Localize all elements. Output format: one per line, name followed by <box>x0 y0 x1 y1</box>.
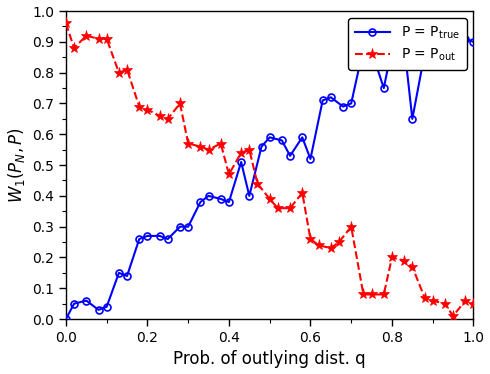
P = P$_{\mathregular{true}}$ <box>389 46 395 50</box>
P = P$_{\mathregular{true}}$ <box>177 224 183 229</box>
P = P$_{\mathregular{out}}$ <box>381 292 387 297</box>
P = P$_{\mathregular{true}}$ <box>104 304 110 309</box>
P = P$_{\mathregular{true}}$ <box>401 43 407 47</box>
P = P$_{\mathregular{true}}$ <box>63 317 69 321</box>
P = P$_{\mathregular{true}}$ <box>238 160 244 164</box>
P = P$_{\mathregular{true}}$ <box>96 307 101 312</box>
P = P$_{\mathregular{true}}$ <box>267 135 272 140</box>
P = P$_{\mathregular{true}}$ <box>299 135 305 140</box>
P = P$_{\mathregular{out}}$ <box>409 264 415 269</box>
P = P$_{\mathregular{out}}$ <box>463 298 468 303</box>
P = P$_{\mathregular{out}}$ <box>145 107 150 112</box>
P = P$_{\mathregular{out}}$ <box>389 255 395 260</box>
P = P$_{\mathregular{out}}$ <box>254 181 260 186</box>
P = P$_{\mathregular{out}}$ <box>218 141 224 146</box>
P = P$_{\mathregular{true}}$ <box>83 298 89 303</box>
P = P$_{\mathregular{out}}$ <box>177 101 183 106</box>
P = P$_{\mathregular{true}}$ <box>116 271 122 275</box>
Line: P = P$_{\mathregular{out}}$: P = P$_{\mathregular{out}}$ <box>60 18 479 322</box>
P = P$_{\mathregular{out}}$ <box>287 206 293 211</box>
P = P$_{\mathregular{out}}$ <box>299 190 305 195</box>
P = P$_{\mathregular{true}}$ <box>381 86 387 90</box>
P = P$_{\mathregular{true}}$ <box>463 37 468 41</box>
P = P$_{\mathregular{out}}$ <box>275 206 281 211</box>
P = P$_{\mathregular{true}}$ <box>308 157 314 161</box>
P = P$_{\mathregular{true}}$ <box>450 43 456 47</box>
P = P$_{\mathregular{out}}$ <box>197 144 203 149</box>
P = P$_{\mathregular{true}}$ <box>368 49 374 53</box>
P = P$_{\mathregular{true}}$ <box>197 200 203 204</box>
P = P$_{\mathregular{out}}$ <box>124 67 130 72</box>
P = P$_{\mathregular{true}}$ <box>124 274 130 278</box>
P = P$_{\mathregular{true}}$ <box>442 30 448 35</box>
P = P$_{\mathregular{out}}$ <box>238 150 244 155</box>
P = P$_{\mathregular{out}}$ <box>104 37 110 41</box>
P = P$_{\mathregular{true}}$ <box>226 200 232 204</box>
P = P$_{\mathregular{out}}$ <box>361 292 367 297</box>
P = P$_{\mathregular{out}}$ <box>63 21 69 26</box>
P = P$_{\mathregular{out}}$ <box>185 141 191 146</box>
P = P$_{\mathregular{true}}$ <box>328 95 334 99</box>
Line: P = P$_{\mathregular{true}}$: P = P$_{\mathregular{true}}$ <box>62 29 477 322</box>
X-axis label: Prob. of outlying dist. q: Prob. of outlying dist. q <box>173 350 366 368</box>
P = P$_{\mathregular{out}}$ <box>470 301 476 306</box>
P = P$_{\mathregular{true}}$ <box>340 104 346 109</box>
P = P$_{\mathregular{out}}$ <box>450 314 456 318</box>
P = P$_{\mathregular{true}}$ <box>157 234 163 238</box>
P = P$_{\mathregular{true}}$ <box>421 52 427 56</box>
P = P$_{\mathregular{true}}$ <box>165 237 171 241</box>
P = P$_{\mathregular{true}}$ <box>259 144 265 149</box>
P = P$_{\mathregular{true}}$ <box>287 154 293 158</box>
P = P$_{\mathregular{true}}$ <box>361 46 367 50</box>
P = P$_{\mathregular{true}}$ <box>470 40 476 44</box>
P = P$_{\mathregular{out}}$ <box>348 224 354 229</box>
P = P$_{\mathregular{out}}$ <box>206 147 212 152</box>
P = P$_{\mathregular{out}}$ <box>96 37 101 41</box>
P = P$_{\mathregular{out}}$ <box>430 298 436 303</box>
P = P$_{\mathregular{true}}$ <box>409 117 415 121</box>
P = P$_{\mathregular{out}}$ <box>165 117 171 121</box>
P = P$_{\mathregular{out}}$ <box>136 104 142 109</box>
P = P$_{\mathregular{out}}$ <box>328 246 334 251</box>
P = P$_{\mathregular{true}}$ <box>218 197 224 201</box>
P = P$_{\mathregular{true}}$ <box>136 237 142 241</box>
P = P$_{\mathregular{out}}$ <box>316 243 321 247</box>
P = P$_{\mathregular{true}}$ <box>430 33 436 38</box>
P = P$_{\mathregular{out}}$ <box>401 258 407 263</box>
P = P$_{\mathregular{out}}$ <box>226 172 232 177</box>
P = P$_{\mathregular{out}}$ <box>368 292 374 297</box>
P = P$_{\mathregular{out}}$ <box>421 295 427 300</box>
P = P$_{\mathregular{true}}$ <box>348 101 354 106</box>
P = P$_{\mathregular{out}}$ <box>308 237 314 241</box>
P = P$_{\mathregular{out}}$ <box>157 114 163 118</box>
P = P$_{\mathregular{true}}$ <box>319 98 325 102</box>
P = P$_{\mathregular{true}}$ <box>185 224 191 229</box>
P = P$_{\mathregular{true}}$ <box>246 194 252 198</box>
P = P$_{\mathregular{true}}$ <box>71 301 77 306</box>
P = P$_{\mathregular{out}}$ <box>246 147 252 152</box>
P = P$_{\mathregular{true}}$ <box>206 194 212 198</box>
P = P$_{\mathregular{out}}$ <box>83 33 89 38</box>
P = P$_{\mathregular{true}}$ <box>279 138 285 142</box>
P = P$_{\mathregular{out}}$ <box>442 301 448 306</box>
P = P$_{\mathregular{out}}$ <box>267 197 272 201</box>
Legend: P = P$_{\mathregular{true}}$, P = P$_{\mathregular{out}}$: P = P$_{\mathregular{true}}$, P = P$_{\m… <box>348 18 466 70</box>
P = P$_{\mathregular{out}}$ <box>336 240 342 244</box>
P = P$_{\mathregular{out}}$ <box>71 46 77 50</box>
P = P$_{\mathregular{out}}$ <box>116 70 122 75</box>
Y-axis label: $W_1(P_N, P)$: $W_1(P_N, P)$ <box>5 127 26 203</box>
P = P$_{\mathregular{true}}$ <box>145 234 150 238</box>
